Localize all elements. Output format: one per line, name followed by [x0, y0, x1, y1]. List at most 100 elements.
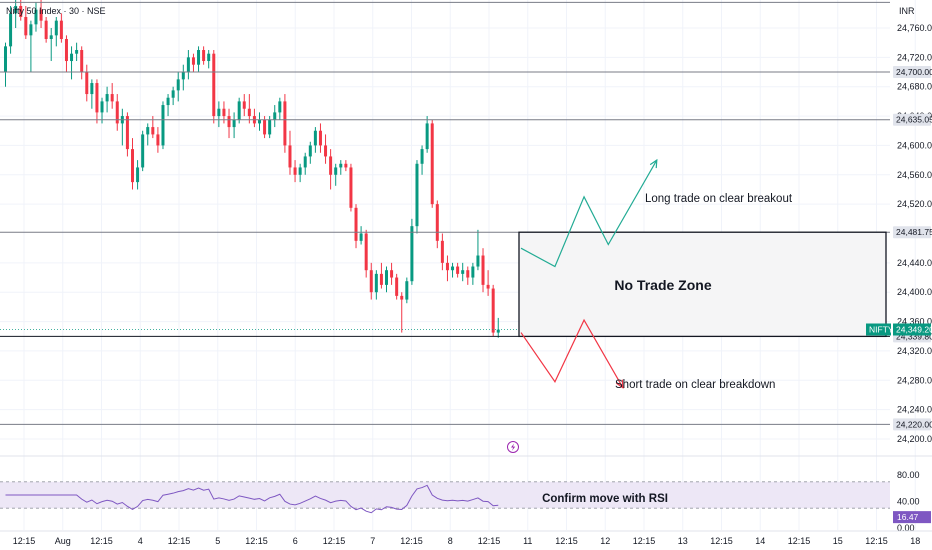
candle — [136, 160, 140, 190]
candle — [420, 145, 424, 175]
last-price-label: 24,349.20 — [896, 324, 932, 334]
candle — [212, 50, 216, 124]
horizontal-levels — [0, 1, 890, 425]
time-tick-label: 12:15 — [400, 536, 423, 546]
candle — [24, 5, 28, 40]
candle — [415, 160, 419, 234]
candle — [34, 2, 38, 32]
candle — [496, 317, 500, 338]
candle — [156, 127, 160, 153]
candle — [146, 123, 150, 146]
candle — [75, 42, 79, 62]
level-tag — [893, 113, 931, 126]
candle — [227, 108, 231, 139]
candle — [486, 270, 490, 296]
candle — [354, 204, 358, 249]
long-trade-label: Long trade on clear breakout — [645, 193, 793, 205]
candle — [181, 64, 185, 91]
candle — [44, 16, 48, 43]
level-tag-label: 24,700.00 — [896, 67, 932, 77]
time-tick-label: 4 — [138, 536, 143, 546]
lightning-icon[interactable] — [507, 441, 519, 453]
no-trade-zone[interactable] — [518, 231, 887, 338]
candle — [456, 262, 460, 278]
long-arrow-head — [649, 158, 658, 169]
time-tick-label: 12:15 — [323, 536, 346, 546]
candle — [80, 46, 84, 80]
candle — [283, 94, 287, 153]
candle — [54, 16, 58, 47]
candle — [369, 262, 373, 300]
candle — [273, 105, 277, 128]
time-tick-label: 12:15 — [245, 536, 268, 546]
candle — [298, 163, 302, 183]
time-tick-label: 12:15 — [13, 536, 36, 546]
candle — [339, 160, 343, 175]
rsi-value-tag — [893, 511, 931, 524]
candle — [191, 53, 195, 73]
candle — [131, 138, 134, 190]
candle — [252, 108, 256, 128]
currency-label: INR — [899, 6, 915, 16]
candle — [4, 42, 7, 87]
level-tag-label: 24,339.80 — [896, 331, 932, 341]
candle — [425, 116, 429, 153]
candle — [39, 0, 43, 28]
candlestick-series — [4, 0, 500, 338]
candle — [247, 94, 251, 124]
price-tick-label: 24,360.00 — [897, 317, 932, 327]
candle — [85, 64, 89, 102]
price-tick-label: 24,440.00 — [897, 258, 932, 268]
price-tick-label: 24,760.00 — [897, 23, 932, 33]
symbol-tag — [866, 323, 891, 336]
candle — [288, 130, 292, 175]
candle — [207, 50, 211, 69]
candle — [400, 292, 404, 333]
candle — [324, 134, 328, 164]
time-tick-label: 13 — [678, 536, 688, 546]
candle — [313, 127, 317, 153]
candle — [430, 119, 434, 208]
candle — [451, 262, 455, 278]
candle — [202, 46, 206, 65]
candle — [197, 46, 201, 73]
time-axis[interactable]: 12:15 Aug 12:15 4 12:15 5 12:15 6 12:15 7 12:15 8 12… — [0, 530, 932, 546]
long-arrow — [520, 159, 658, 268]
candle — [334, 163, 338, 186]
time-tick-label: 18 — [910, 536, 920, 546]
time-tick-label: 12:15 — [168, 536, 191, 546]
price-tick-label: 24,720.00 — [897, 52, 932, 62]
price-tick-label: 24,320.00 — [897, 346, 932, 356]
short-trade-label: Short trade on clear breakdown — [615, 379, 775, 391]
rsi-pane[interactable] — [0, 455, 932, 514]
candle — [242, 94, 246, 117]
time-tick-label: 7 — [370, 536, 375, 546]
symbol-tag-label: NIFTY — [869, 324, 894, 334]
level-tag — [893, 418, 931, 431]
level-tag — [893, 226, 931, 239]
candle — [171, 86, 175, 106]
candle — [161, 101, 165, 150]
price-axis[interactable]: 24,760.0024,720.0024,680.0024,640.0024,6… — [866, 23, 932, 533]
time-tick-label: 6 — [293, 536, 298, 546]
candle — [110, 83, 114, 109]
candle — [364, 229, 368, 278]
time-tick-label: Aug — [55, 536, 71, 546]
candle — [105, 86, 109, 113]
candle — [466, 266, 470, 285]
no-trade-zone-box[interactable] — [518, 231, 887, 338]
candle — [293, 160, 297, 183]
candle — [115, 94, 119, 131]
short-arrow — [520, 318, 624, 388]
candle — [379, 262, 383, 289]
rsi-tick-label: 80.00 — [897, 470, 920, 480]
price-tick-label: 24,520.00 — [897, 199, 932, 209]
candle — [344, 160, 348, 172]
time-tick-label: 12:15 — [633, 536, 656, 546]
last-price-tag — [893, 323, 931, 336]
candle — [308, 141, 312, 164]
candle — [237, 97, 241, 124]
level-tag — [893, 66, 931, 79]
candle — [9, 5, 13, 54]
